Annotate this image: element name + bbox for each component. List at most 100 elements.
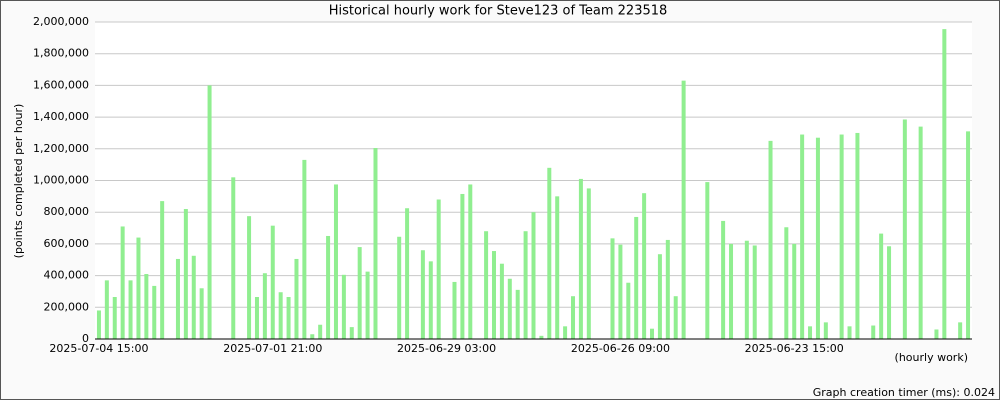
- bar: [278, 292, 283, 339]
- bar: [729, 243, 734, 339]
- bar: [555, 196, 560, 339]
- bar: [160, 201, 165, 339]
- bar: [642, 193, 647, 339]
- y-tick-label: 1,200,000: [33, 142, 89, 155]
- bar: [847, 326, 852, 339]
- bar: [207, 85, 212, 340]
- bar: [231, 177, 236, 339]
- bar: [563, 326, 568, 339]
- bar: [902, 119, 907, 339]
- bar: [744, 240, 749, 339]
- bar: [578, 178, 583, 339]
- bar: [326, 235, 331, 339]
- bar: [634, 216, 639, 339]
- bar: [310, 334, 315, 339]
- bar: [966, 131, 971, 339]
- bar: [515, 289, 520, 339]
- bar: [104, 280, 109, 339]
- bar: [349, 327, 354, 339]
- y-tick-label: 200,000: [44, 300, 90, 313]
- bar: [918, 126, 923, 339]
- bar: [499, 263, 504, 339]
- bar: [705, 182, 710, 339]
- bar: [365, 271, 370, 339]
- bar: [507, 278, 512, 339]
- y-tick-label: 600,000: [44, 237, 90, 250]
- bar: [333, 184, 338, 339]
- y-tick-label: 0: [82, 332, 89, 345]
- bar: [571, 296, 576, 339]
- bar: [460, 193, 465, 339]
- bar: [531, 212, 536, 339]
- bar: [191, 255, 196, 339]
- bar: [752, 245, 757, 339]
- bar: [958, 322, 963, 339]
- bar: [491, 251, 496, 339]
- bar: [199, 288, 204, 339]
- bar: [823, 322, 828, 339]
- bar: [436, 199, 441, 339]
- bar: [420, 250, 425, 339]
- bar: [657, 254, 662, 339]
- bar: [626, 282, 631, 339]
- bar: [808, 326, 813, 339]
- y-tick-label: 400,000: [44, 269, 90, 282]
- bar: [871, 325, 876, 339]
- y-tick-label: 800,000: [44, 205, 90, 218]
- bar: [784, 227, 789, 339]
- bar: [610, 238, 615, 339]
- bar: [942, 29, 947, 339]
- bar: [855, 132, 860, 339]
- bar: [96, 310, 101, 339]
- x-axis-label: (hourly work): [895, 351, 968, 364]
- bar: [302, 159, 307, 339]
- bar: [183, 209, 188, 339]
- bar: [120, 226, 125, 339]
- bar: [175, 258, 180, 339]
- bar: [428, 261, 433, 339]
- x-tick-label: 2025-06-23 15:00: [745, 342, 844, 355]
- bar: [665, 239, 670, 339]
- bar: [547, 167, 552, 339]
- y-tick-label: 1,400,000: [33, 110, 89, 123]
- bar: [800, 134, 805, 339]
- bar: [887, 246, 892, 339]
- bar: [294, 258, 299, 339]
- x-tick-label: 2025-07-01 21:00: [223, 342, 322, 355]
- bar: [128, 280, 133, 339]
- y-axis-label: (points completed per hour): [12, 104, 25, 259]
- bar: [934, 329, 939, 339]
- x-tick-label: 2025-07-04 15:00: [49, 342, 148, 355]
- bar: [721, 220, 726, 339]
- footer: Graph creation timer (ms): 0.024: [813, 386, 995, 399]
- bar: [357, 247, 362, 339]
- bar: [618, 244, 623, 339]
- bar: [397, 236, 402, 339]
- bar: [254, 296, 259, 339]
- bar: [673, 296, 678, 339]
- x-tick-label: 2025-06-26 09:00: [571, 342, 670, 355]
- bar: [270, 225, 275, 339]
- bar: [539, 335, 544, 339]
- y-tick-label: 1,600,000: [33, 78, 89, 91]
- bar: [523, 231, 528, 339]
- x-tick-label: 2025-06-29 03:00: [397, 342, 496, 355]
- bar: [468, 184, 473, 339]
- bar: [484, 231, 489, 339]
- bar: [144, 274, 149, 339]
- bar: [839, 134, 844, 339]
- y-tick-label: 2,000,000: [33, 15, 89, 28]
- bar: [586, 188, 591, 339]
- bar: [373, 148, 378, 339]
- bar: [792, 243, 797, 339]
- bar: [815, 137, 820, 339]
- bar: [318, 324, 323, 339]
- bar: [262, 273, 267, 339]
- bar: [650, 328, 655, 339]
- bar: [768, 140, 773, 339]
- bar: [247, 216, 252, 339]
- bar: [112, 296, 117, 339]
- bar: [152, 285, 157, 339]
